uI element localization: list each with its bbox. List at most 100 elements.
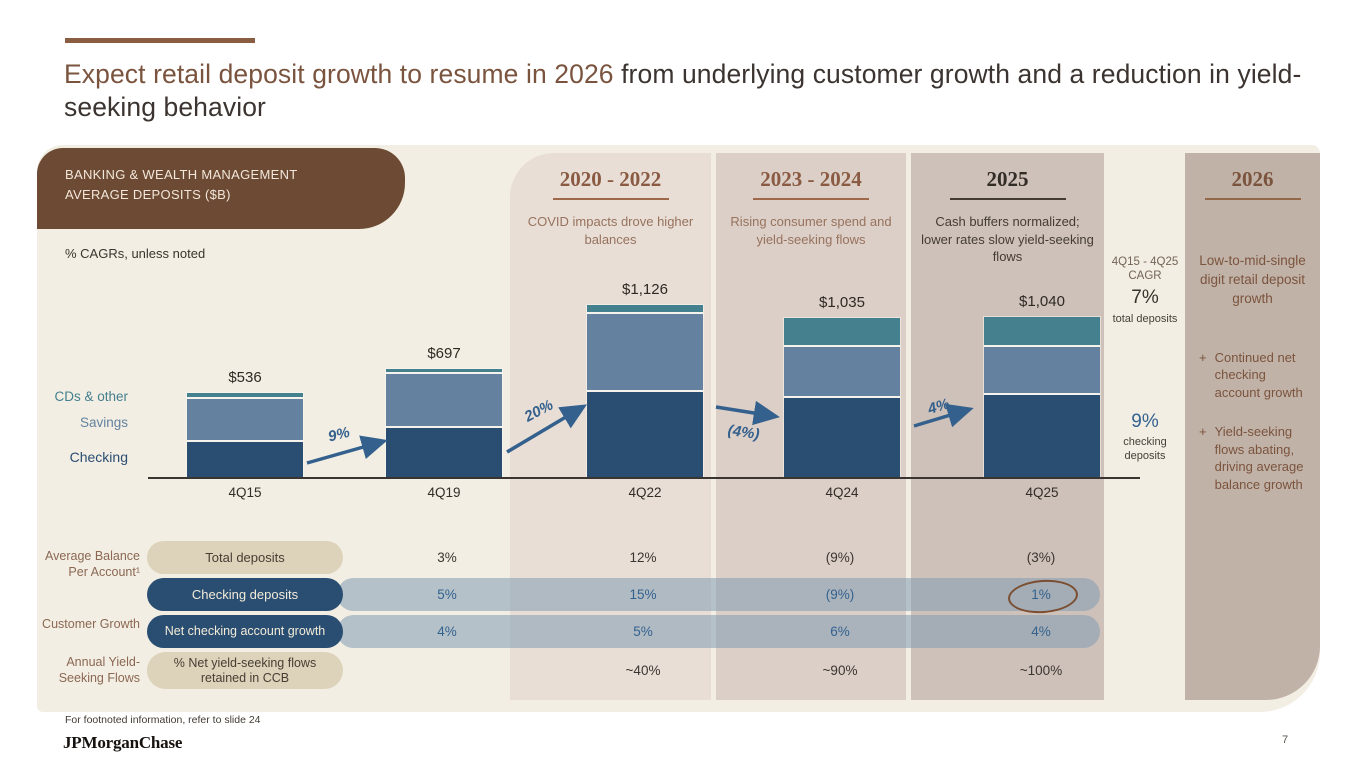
- era-panel-rule: [753, 198, 869, 200]
- cagr-note: % CAGRs, unless noted: [65, 246, 206, 261]
- outlook-bullet: + Yield-seeking flows abating, driving a…: [1199, 423, 1314, 493]
- chart-title-badge: BANKING & WEALTH MANAGEMENT AVERAGE DEPO…: [37, 148, 405, 229]
- outlook-bullet: + Continued net checking account growth: [1199, 349, 1314, 402]
- metric-pill-yield-flows-retained: % Net yield-seeking flows retained in CC…: [147, 652, 343, 689]
- bar-segment-checking: [784, 395, 900, 478]
- bar-stack: [587, 304, 703, 478]
- x-tick-4q24: 4Q24: [825, 485, 859, 500]
- cagr-checking-value: 9%: [1131, 411, 1159, 432]
- legend-label-checking: Checking: [69, 449, 128, 465]
- bar-4q19: $697: [386, 345, 502, 478]
- slide-title-highlight: Expect retail deposit growth to resume i…: [64, 59, 614, 89]
- row-group-customer-growth: Customer Growth: [42, 617, 140, 631]
- bar-stack: [984, 317, 1100, 478]
- era-panel-rule: [552, 198, 669, 200]
- row-group-yield-seeking: Annual Yield-Seeking Flows: [58, 655, 140, 685]
- x-tick-4q15: 4Q15: [228, 485, 262, 500]
- bar-stack: [386, 369, 502, 478]
- table-value: 5%: [633, 624, 653, 639]
- era-panel-description: Cash buffers normalized; lower rates slo…: [921, 214, 1094, 265]
- cagr-callout: 4Q15 - 4Q25 CAGR 7% total deposits 9% ch…: [1105, 145, 1185, 692]
- bar-total-label: $1,040: [1019, 293, 1065, 311]
- bar-segment-savings: [784, 345, 900, 396]
- bar-segment-savings: [187, 396, 303, 440]
- bar-segment-cds-other: [784, 318, 900, 346]
- era-panel-rule: [949, 198, 1066, 200]
- era-panel-title: 2023 - 2024: [760, 167, 862, 191]
- bar-stack: [784, 318, 900, 478]
- bar-segment-checking: [386, 425, 502, 478]
- table-value: (9%): [825, 550, 855, 565]
- bar-4q22: $1,126: [587, 281, 703, 478]
- growth-arrow-label: 9%: [326, 424, 351, 446]
- plus-bullet-icon: +: [1199, 424, 1207, 440]
- bar-segment-savings: [984, 344, 1100, 394]
- title-accent-rule: [65, 38, 255, 43]
- bar-4q25: $1,040: [984, 293, 1100, 478]
- page-number: 7: [1282, 734, 1289, 746]
- chart-title-line2: AVERAGE DEPOSITS ($B): [65, 187, 231, 203]
- table-value: (3%): [1026, 550, 1056, 565]
- x-tick-4q22: 4Q22: [628, 485, 662, 500]
- table-value: 3%: [437, 550, 457, 565]
- bar-segment-cds-other: [187, 393, 303, 397]
- metric-pill-checking-deposits: Checking deposits: [147, 578, 343, 611]
- outlook-panel-2026: 2026 Low-to-mid-single digit retail depo…: [1185, 153, 1320, 700]
- highlight-band: [337, 615, 1100, 648]
- cagr-total-label: total deposits: [1112, 313, 1178, 325]
- bar-segment-savings: [386, 372, 502, 426]
- cagr-checking-label: checking deposits: [1123, 436, 1167, 463]
- bar-segment-cds-other: [587, 304, 703, 312]
- table-value-circled: 1%: [1031, 587, 1051, 602]
- slide-title-rest: from underlying customer growth and a re…: [64, 59, 1302, 123]
- jpmorganchase-logo: JPMorganChase: [63, 733, 183, 752]
- bar-total-label: $1,035: [819, 294, 865, 312]
- metric-pill-total-deposits: Total deposits: [147, 541, 343, 574]
- table-value: ~100%: [1019, 663, 1063, 678]
- table-value: 6%: [830, 624, 850, 639]
- bar-segment-savings: [587, 311, 703, 390]
- bar-4q24: $1,035: [784, 294, 900, 478]
- outlook-bullet-text: Yield-seeking flows abating, driving ave…: [1214, 424, 1304, 492]
- outlook-panel-title: 2026: [1231, 167, 1274, 191]
- table-value: ~40%: [625, 663, 661, 678]
- table-value: (9%): [825, 587, 855, 602]
- table-value: 5%: [437, 587, 457, 602]
- bar-4q15: $536: [187, 369, 303, 478]
- bar-segment-checking: [984, 393, 1100, 478]
- chart-canvas: 2020 - 2022 COVID impacts drove higher b…: [37, 145, 1320, 712]
- x-axis-line: [148, 477, 1140, 479]
- x-tick-4q19: 4Q19: [427, 485, 461, 500]
- era-panel-title: 2025: [986, 167, 1029, 191]
- era-panel-description: COVID impacts drove higher balances: [527, 214, 694, 247]
- table-value: 4%: [437, 624, 457, 639]
- chart-title-line1: BANKING & WEALTH MANAGEMENT: [65, 167, 298, 182]
- bar-segment-checking: [587, 389, 703, 478]
- growth-arrow-9pct: [306, 435, 388, 465]
- row-group-avg-balance: Average Balance Per Account¹: [45, 549, 140, 579]
- metric-pill-net-checking-growth: Net checking account growth: [147, 615, 343, 648]
- table-value: 15%: [629, 587, 657, 602]
- bar-segment-cds-other: [984, 317, 1100, 345]
- cagr-total-value: 7%: [1131, 287, 1159, 308]
- legend-label-cds-other: CDs & other: [54, 389, 128, 404]
- bar-total-label: $536: [228, 369, 262, 387]
- outlook-panel-rule: [1204, 198, 1301, 200]
- outlook-bullet-list: + Continued net checking account growth …: [1199, 349, 1314, 494]
- era-panel-description: Rising consumer spend and yield-seeking …: [730, 214, 892, 247]
- table-value: 4%: [1031, 624, 1051, 639]
- plus-bullet-icon: +: [1199, 349, 1207, 365]
- bar-total-label: $1,126: [622, 280, 668, 298]
- bar-segment-cds-other: [386, 369, 502, 373]
- outlook-bullet-text: Continued net checking account growth: [1214, 349, 1303, 400]
- footnote: For footnoted information, refer to slid…: [65, 714, 261, 726]
- highlight-band: [337, 578, 1100, 611]
- table-value: ~90%: [822, 663, 858, 678]
- bar-segment-checking: [187, 439, 303, 478]
- legend-label-savings: Savings: [79, 415, 128, 430]
- bar-stack: [187, 393, 303, 478]
- table-value: 12%: [629, 550, 657, 565]
- bar-total-label: $697: [427, 345, 461, 363]
- x-tick-4q25: 4Q25: [1025, 485, 1059, 500]
